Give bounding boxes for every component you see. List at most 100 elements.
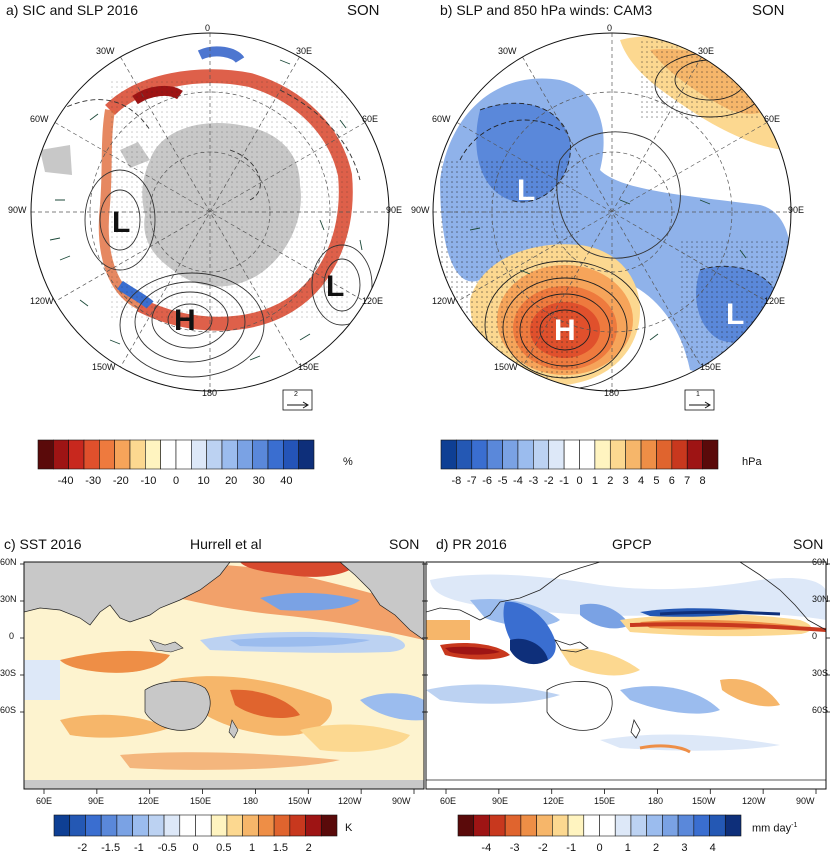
panel-b-season: SON [752, 2, 785, 19]
panel-b-colorbar-tick-label: 2 [607, 475, 614, 487]
panel-d-lat-label: 30N [812, 594, 829, 604]
panel-a-colorbar-tick-label: -30 [85, 475, 102, 487]
panel-b-colorbar-swatch [517, 439, 534, 470]
panel-d-colorbar-swatch [489, 814, 506, 837]
panel-a-lon-label: 60E [362, 114, 379, 124]
panel-d-colorbar [457, 814, 742, 837]
panel-d-colorbar-tick-label: 4 [709, 842, 716, 854]
panel-b-colorbar [440, 439, 719, 470]
panel-a-lon-label: 60W [30, 114, 49, 124]
panel-c-colorbar-tick-label: 2 [305, 842, 312, 854]
panel-d-colorbar-swatch [662, 814, 679, 837]
panel-c-source: Hurrell et al [190, 536, 262, 552]
panel-c-colorbar-tick-label: 1 [249, 842, 256, 854]
panel-a-colorbar-tick-label: 0 [172, 475, 180, 487]
panel-b-colorbar-tick-label: 1 [591, 475, 598, 487]
panel-c-colorbar-swatch [305, 814, 322, 837]
panel-d-colorbar-swatch [567, 814, 585, 837]
panel-a-colorbar-swatch [191, 439, 207, 470]
panel-b-colorbar-swatch [456, 439, 473, 470]
panel-c-colorbar-swatch [210, 814, 228, 837]
panel-c-colorbar [53, 814, 338, 837]
panel-a-colorbar-tick-label: -20 [112, 475, 129, 487]
panel-d-colorbar-swatch [520, 814, 537, 837]
panel-c-colorbar-tick-label: -1.5 [101, 842, 121, 854]
panel-d-colorbar-swatch [504, 814, 522, 837]
panel-a-colorbar-swatch [221, 439, 238, 470]
panel-d-lat-label: 60S [812, 705, 829, 715]
panel-b-ref-vector-label: 1 [696, 391, 700, 398]
panel-d-colorbar-swatch [677, 814, 695, 837]
panel-b-colorbar-swatch [625, 439, 642, 470]
panel-a-lon-label: 180 [202, 388, 218, 398]
panel-b-lon-label: 150W [494, 362, 518, 372]
panel-c-colorbar-swatch [53, 814, 71, 837]
panel-d-lon-label: 180 [648, 796, 664, 806]
panel-d-lon-label: 150E [594, 796, 616, 806]
panel-b-lon-label: 90E [788, 205, 805, 215]
panel-b-colorbar-tick-label: -3 [528, 475, 539, 487]
panel-d-source: GPCP [612, 536, 652, 552]
panel-d-colorbar-swatch [646, 814, 663, 837]
panel-c-colorbar-swatch [242, 814, 259, 837]
panel-a-lon-label: 150W [92, 362, 116, 372]
panel-d-lon-label: 90E [492, 796, 509, 806]
panel-b-colorbar-swatch [563, 439, 580, 470]
panel-a-ref-vector-label: 2 [294, 391, 298, 398]
panel-c-colorbar-swatch [85, 814, 102, 837]
panel-b-colorbar-tick-label: 8 [699, 475, 706, 487]
panel-a-lon-label: 120W [30, 296, 54, 306]
panel-c-lon-label: 150E [190, 796, 212, 806]
panel-c-lon-label: 150W [288, 796, 312, 806]
panel-a-colorbar-swatch [267, 439, 284, 470]
panel-c-colorbar-swatch [116, 814, 133, 837]
panel-c-lat-label: 60S [0, 705, 17, 715]
panel-c-colorbar-tick-label: -0.5 [157, 842, 177, 854]
panel-a-lon-label: 120E [362, 296, 384, 306]
panel-b-colorbar-swatch [486, 439, 503, 470]
panel-b-colorbar-swatch [702, 439, 719, 470]
panel-a-colorbar-tick-label: 30 [252, 475, 265, 487]
panel-d-colorbar-tick-label: -4 [481, 842, 492, 854]
panel-c-title: c) SST 2016 [4, 536, 82, 552]
panel-a-lon-label: 90E [386, 205, 403, 215]
panel-c-colorbar-tick-label: 0.5 [216, 842, 232, 854]
panel-c-lon-label: 120W [338, 796, 362, 806]
panel-c-colorbar-swatch [148, 814, 165, 837]
panel-a-low-marker: L [326, 270, 345, 303]
panel-a-colorbar-swatch [252, 439, 269, 470]
panel-d-colorbar-swatch [709, 814, 726, 837]
panel-d-colorbar-unit: mm day-1 [752, 822, 798, 835]
panel-d-colorbar-swatch [724, 814, 742, 837]
panel-d-colorbar-tick-label: -1 [566, 842, 577, 854]
panel-d-lon-label: 120E [543, 796, 565, 806]
panel-b-colorbar-tick-label: 4 [637, 475, 645, 487]
panel-c-lat-label: 0 [9, 631, 15, 641]
panel-d-lat-label: 0 [812, 631, 818, 641]
panel-b-colorbar-unit: hPa [742, 456, 762, 468]
panel-b-colorbar-tick-label: -5 [497, 475, 508, 487]
panel-d-lon-label: 90W [796, 796, 815, 806]
panel-c-lon-label: 120E [138, 796, 160, 806]
panel-a-lon-label: 30W [96, 46, 115, 56]
panel-b-lon-label: 0 [607, 23, 613, 33]
panel-b-colorbar-tick-label: 3 [622, 475, 629, 487]
panel-a-colorbar-swatch [114, 439, 131, 470]
panel-b-colorbar-swatch [686, 439, 703, 470]
panel-b-high-marker: H [554, 314, 576, 347]
panel-c-colorbar-tick-label: 0 [192, 842, 199, 854]
panel-b-colorbar-tick-label: 0 [576, 475, 583, 487]
panel-c-lat-label: 60N [0, 557, 17, 567]
panel-b-colorbar-tick-label: -6 [482, 475, 493, 487]
panel-b-colorbar-tick-label: -2 [543, 475, 554, 487]
panel-d-precip-map [426, 562, 826, 789]
panel-d-colorbar-tick-label: 3 [681, 842, 688, 854]
panel-d-lon-label: 120W [742, 796, 766, 806]
panel-b-colorbar-swatch [640, 439, 657, 470]
panel-b-colorbar-tick-label: 5 [653, 475, 660, 487]
panel-c-colorbar-tick-label: -2 [77, 842, 88, 854]
panel-b-low-marker: L [726, 298, 745, 331]
panel-c-colorbar-swatch [289, 814, 306, 837]
panel-a-season: SON [347, 2, 380, 19]
panel-a-colorbar-swatch [175, 439, 192, 470]
